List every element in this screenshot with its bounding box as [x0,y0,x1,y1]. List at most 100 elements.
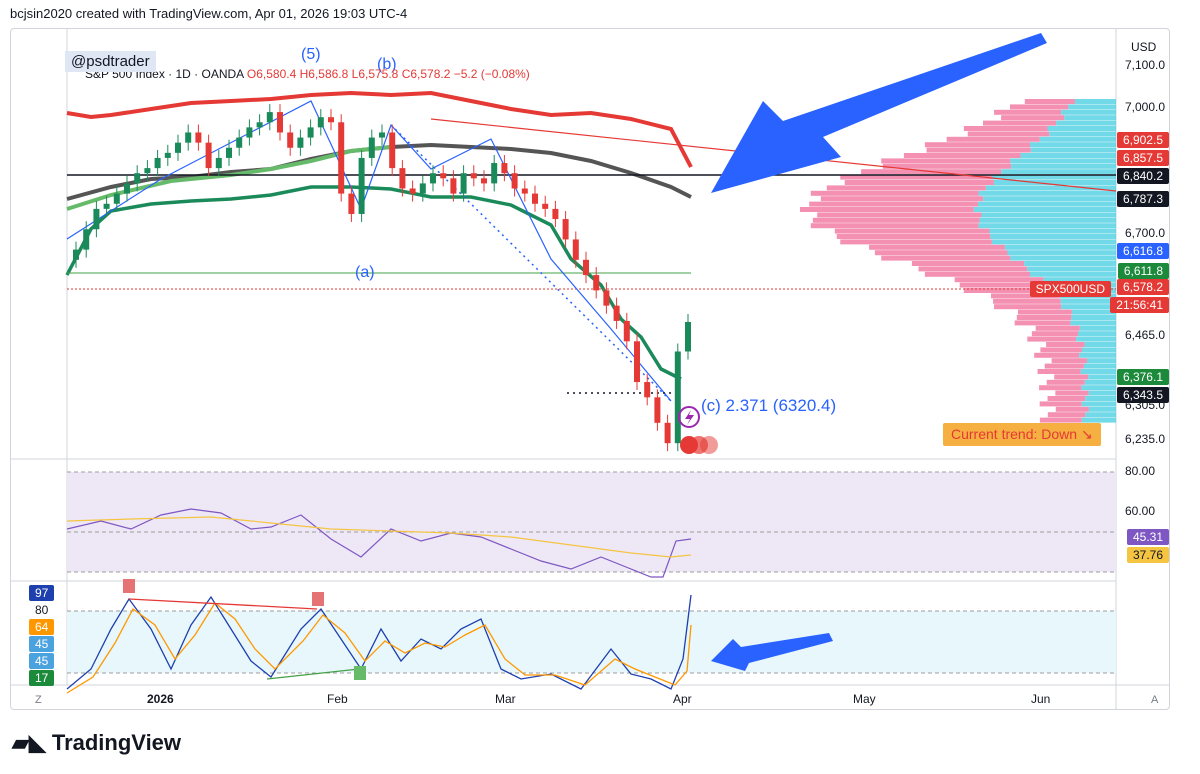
rsi-tag: 45.31 [1126,529,1169,545]
candle-body [481,178,487,184]
vp-bar-buy [1081,385,1116,391]
vp-bar-buy [978,223,1116,229]
corner-left[interactable]: Z [35,694,42,706]
candle-body [430,173,436,184]
vp-bar-sell [836,234,991,239]
vp-bar-buy [1027,266,1116,272]
vp-bar-sell [1016,315,1072,320]
brand-label: TradingView [51,730,182,755]
stoch-div-red [128,598,318,610]
vp-bar-sell [874,250,1008,256]
vp-bar-buy [1060,298,1116,304]
vp-bar-buy [979,217,1116,223]
vp-bar-sell [924,271,1030,277]
vp-bar-buy [973,207,1116,212]
vp-bar-buy [1081,401,1116,407]
vp-bar-sell [809,201,978,207]
rsi-tag: 37.76 [1126,547,1169,563]
vp-bar-buy [1001,169,1116,175]
price-tag: 21:56:41 [1110,297,1169,313]
vp-bar-buy [989,228,1116,234]
wave-label-c: (c) 2.371 (6320.4) [701,396,836,415]
vp-bar-sell [1047,396,1086,401]
vp-bar-sell [869,244,1005,250]
tradingview-brand[interactable]: ▰◣ TradingView [12,730,181,756]
vp-bar-buy [1088,390,1116,396]
stoch-tag: 97 [29,585,55,601]
vp-bar-sell [911,261,1025,266]
candle-body [185,132,192,143]
wave-label-b: (b) [377,56,397,73]
vp-bar-sell [800,207,974,212]
vp-bar-sell [1035,325,1080,331]
arrow-stoch-icon [711,633,833,671]
vp-bar-buy [991,174,1116,180]
vp-bar-sell [1044,363,1084,369]
price-tag: 6,611.8 [1117,263,1169,279]
vp-bar-buy [978,190,1116,196]
candle-body [532,193,538,204]
stoch-k [66,594,692,690]
candle-body [93,208,100,230]
time-axis-label: May [853,692,876,706]
stoch-r-marker-1 [123,579,135,593]
chart-canvas[interactable]: (5) (b) (a) (c) 2.371 (6320.4) 7,100.0 7,… [11,29,1170,710]
vp-bar-buy [1081,347,1116,353]
candle-body [83,229,90,250]
vp-bar-sell [1014,320,1071,326]
vp-bar-buy [1047,126,1116,131]
lightning-icon [678,406,700,428]
vp-bar-buy [1020,153,1116,158]
volume-profile [800,99,1116,423]
vp-bar-sell [1055,406,1089,412]
candle-body [470,173,477,179]
chart-frame[interactable]: (5) (b) (a) (c) 2.371 (6320.4) 7,100.0 7,… [10,28,1170,710]
vp-bar-buy [1080,369,1116,374]
vp-bar-buy [1088,406,1116,412]
vp-bar-sell [810,190,979,196]
vp-bar-sell [982,120,1057,126]
candle-body [215,157,222,169]
price-tag: 6,902.5 [1116,132,1169,148]
vp-bar-sell [967,131,1050,137]
candle-body [440,173,447,179]
rsi-axis-label: 80.00 [1125,464,1155,478]
vp-bar-buy [1029,271,1116,277]
vp-bar-sell [812,217,980,223]
vp-bar-sell [817,212,982,218]
vp-bar-sell [963,126,1048,131]
candle-body [256,122,263,128]
vp-bar-sell [1027,336,1077,342]
candle-body [603,290,610,306]
candle-body [379,132,385,138]
vp-bar-buy [1068,104,1116,110]
vp-bar-buy [1081,417,1116,423]
vp-bar-buy [1084,379,1116,385]
vp-bar-sell [1039,385,1082,391]
candle-body [674,351,681,444]
legend-low: L6,575.8 [351,67,399,81]
legend-change: −5.2 (−0.08%) [453,67,530,81]
corner-right[interactable]: A [1151,694,1159,706]
vp-bar-buy [1088,374,1116,380]
vp-bar-sell [954,277,1044,283]
candle-body [460,173,467,194]
time-axis: 2026 Feb Mar Apr May Jun [147,692,1050,706]
vp-bar-buy [1079,325,1116,331]
vp-bar-buy [1029,142,1116,148]
vp-bar-sell [881,158,1011,164]
currency-label[interactable]: USD [1131,40,1157,54]
candle-body [634,341,640,383]
upper-band [66,90,693,168]
candle-body [164,152,171,158]
candles [73,104,691,452]
vp-bar-sell [826,185,986,191]
candle-body [450,178,457,194]
candle-body [501,163,508,174]
vp-bar-buy [1078,331,1116,337]
vp-bar-buy [1076,336,1116,342]
lower-band [65,185,682,381]
legend-close: C6,578.2 [401,67,451,81]
candle-body [419,183,426,194]
candle-body [399,168,406,189]
